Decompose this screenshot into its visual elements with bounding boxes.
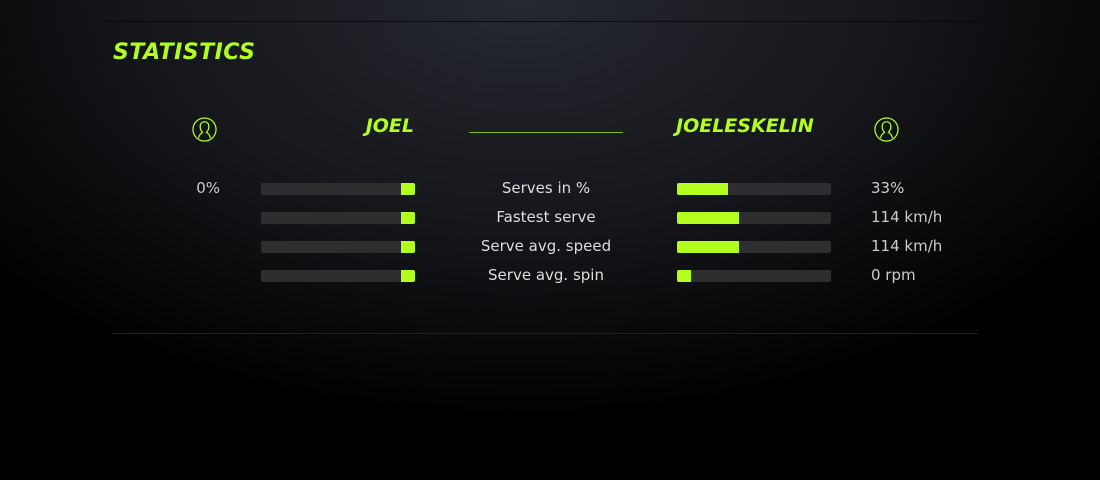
user-icon — [192, 117, 217, 142]
right-bar-fill — [677, 270, 691, 282]
stat-row: Serve avg. spin 0 rpm — [0, 266, 1100, 286]
left-stat-bar — [261, 241, 415, 253]
right-value: 114 km/h — [871, 208, 943, 226]
left-bar-fill — [401, 212, 415, 224]
right-bar-fill — [677, 183, 728, 195]
stat-row: 0% Serves in % 33% — [0, 179, 1100, 199]
stat-label: Serves in % — [501, 179, 591, 197]
stat-row: Serve avg. speed 114 km/h — [0, 237, 1100, 257]
left-bar-fill — [401, 183, 415, 195]
right-stat-bar — [677, 241, 831, 253]
left-stat-bar — [261, 270, 415, 282]
bottom-divider — [113, 333, 978, 334]
right-value: 33% — [871, 179, 905, 197]
right-value: 114 km/h — [871, 237, 943, 255]
stat-label: Serve avg. spin — [488, 266, 604, 284]
right-bar-fill — [677, 241, 739, 253]
right-value: 0 rpm — [871, 266, 916, 284]
right-stat-bar — [677, 183, 831, 195]
left-stat-bar — [261, 183, 415, 195]
stat-label: Serve avg. speed — [480, 237, 612, 255]
left-bar-fill — [401, 241, 415, 253]
user-icon — [874, 117, 899, 142]
stat-row: Fastest serve 114 km/h — [0, 208, 1100, 228]
left-stat-bar — [261, 212, 415, 224]
left-bar-fill — [401, 270, 415, 282]
right-stat-bar — [677, 270, 831, 282]
left-value: 0% — [196, 179, 220, 197]
left-player-name: JOEL — [365, 115, 414, 137]
right-bar-fill — [677, 212, 739, 224]
top-divider — [100, 21, 980, 22]
right-player-name: JOELESKELIN — [676, 115, 814, 137]
versus-divider — [469, 132, 623, 133]
page-title: STATISTICS — [113, 40, 256, 65]
right-stat-bar — [677, 212, 831, 224]
stat-label: Fastest serve — [496, 208, 596, 226]
